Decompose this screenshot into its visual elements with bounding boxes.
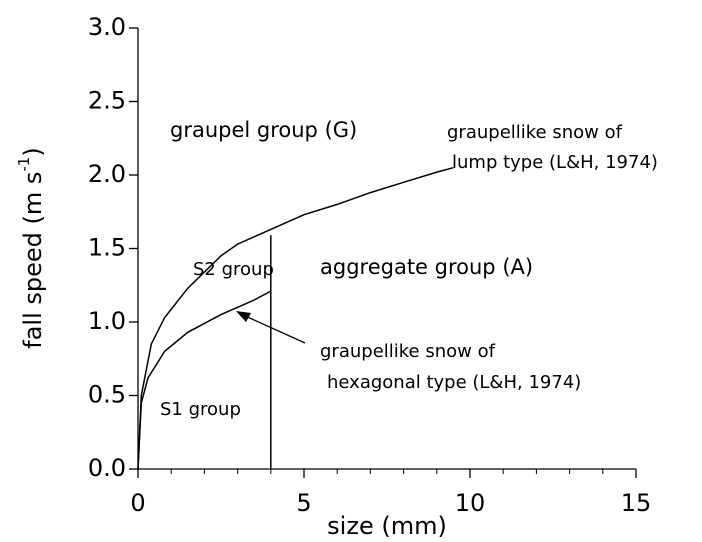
x-tick-label: 10 <box>455 489 486 517</box>
annotation: graupellike snow of <box>447 122 623 143</box>
x-axis-label: size (mm) <box>327 512 447 540</box>
y-tick-label: 2.5 <box>88 87 126 115</box>
x-tick-label: 0 <box>130 489 145 517</box>
series-line <box>137 290 272 470</box>
y-tick-label: 0.0 <box>88 454 126 482</box>
y-tick-label: 0.5 <box>88 381 126 409</box>
annotation: S2 group <box>193 259 274 280</box>
annotation: graupel group (G) <box>170 118 357 142</box>
x-tick-label: 15 <box>621 489 652 517</box>
y-tick-label: 1.0 <box>88 307 126 335</box>
y-tick-label: 2.0 <box>88 160 126 188</box>
arrow-head <box>236 311 251 322</box>
annotation: S1 group <box>160 399 241 420</box>
annotation: lump type (L&H, 1974) <box>452 152 658 173</box>
y-label-sup: -1 <box>15 157 33 172</box>
y-tick-label: 3.0 <box>88 13 126 41</box>
arrow-line <box>242 314 306 344</box>
y-label-end: ) <box>19 147 47 156</box>
annotation: graupellike snow of <box>320 341 496 362</box>
y-axis-label: fall speed (m s-1) <box>15 147 48 348</box>
annotation: aggregate group (A) <box>320 255 533 279</box>
x-tick-label: 5 <box>296 489 311 517</box>
y-label-text: fall speed (m s <box>19 172 47 349</box>
series-line <box>137 166 454 470</box>
annotation: hexagonal type (L&H, 1974) <box>327 372 581 393</box>
y-tick-label: 1.5 <box>88 234 126 262</box>
